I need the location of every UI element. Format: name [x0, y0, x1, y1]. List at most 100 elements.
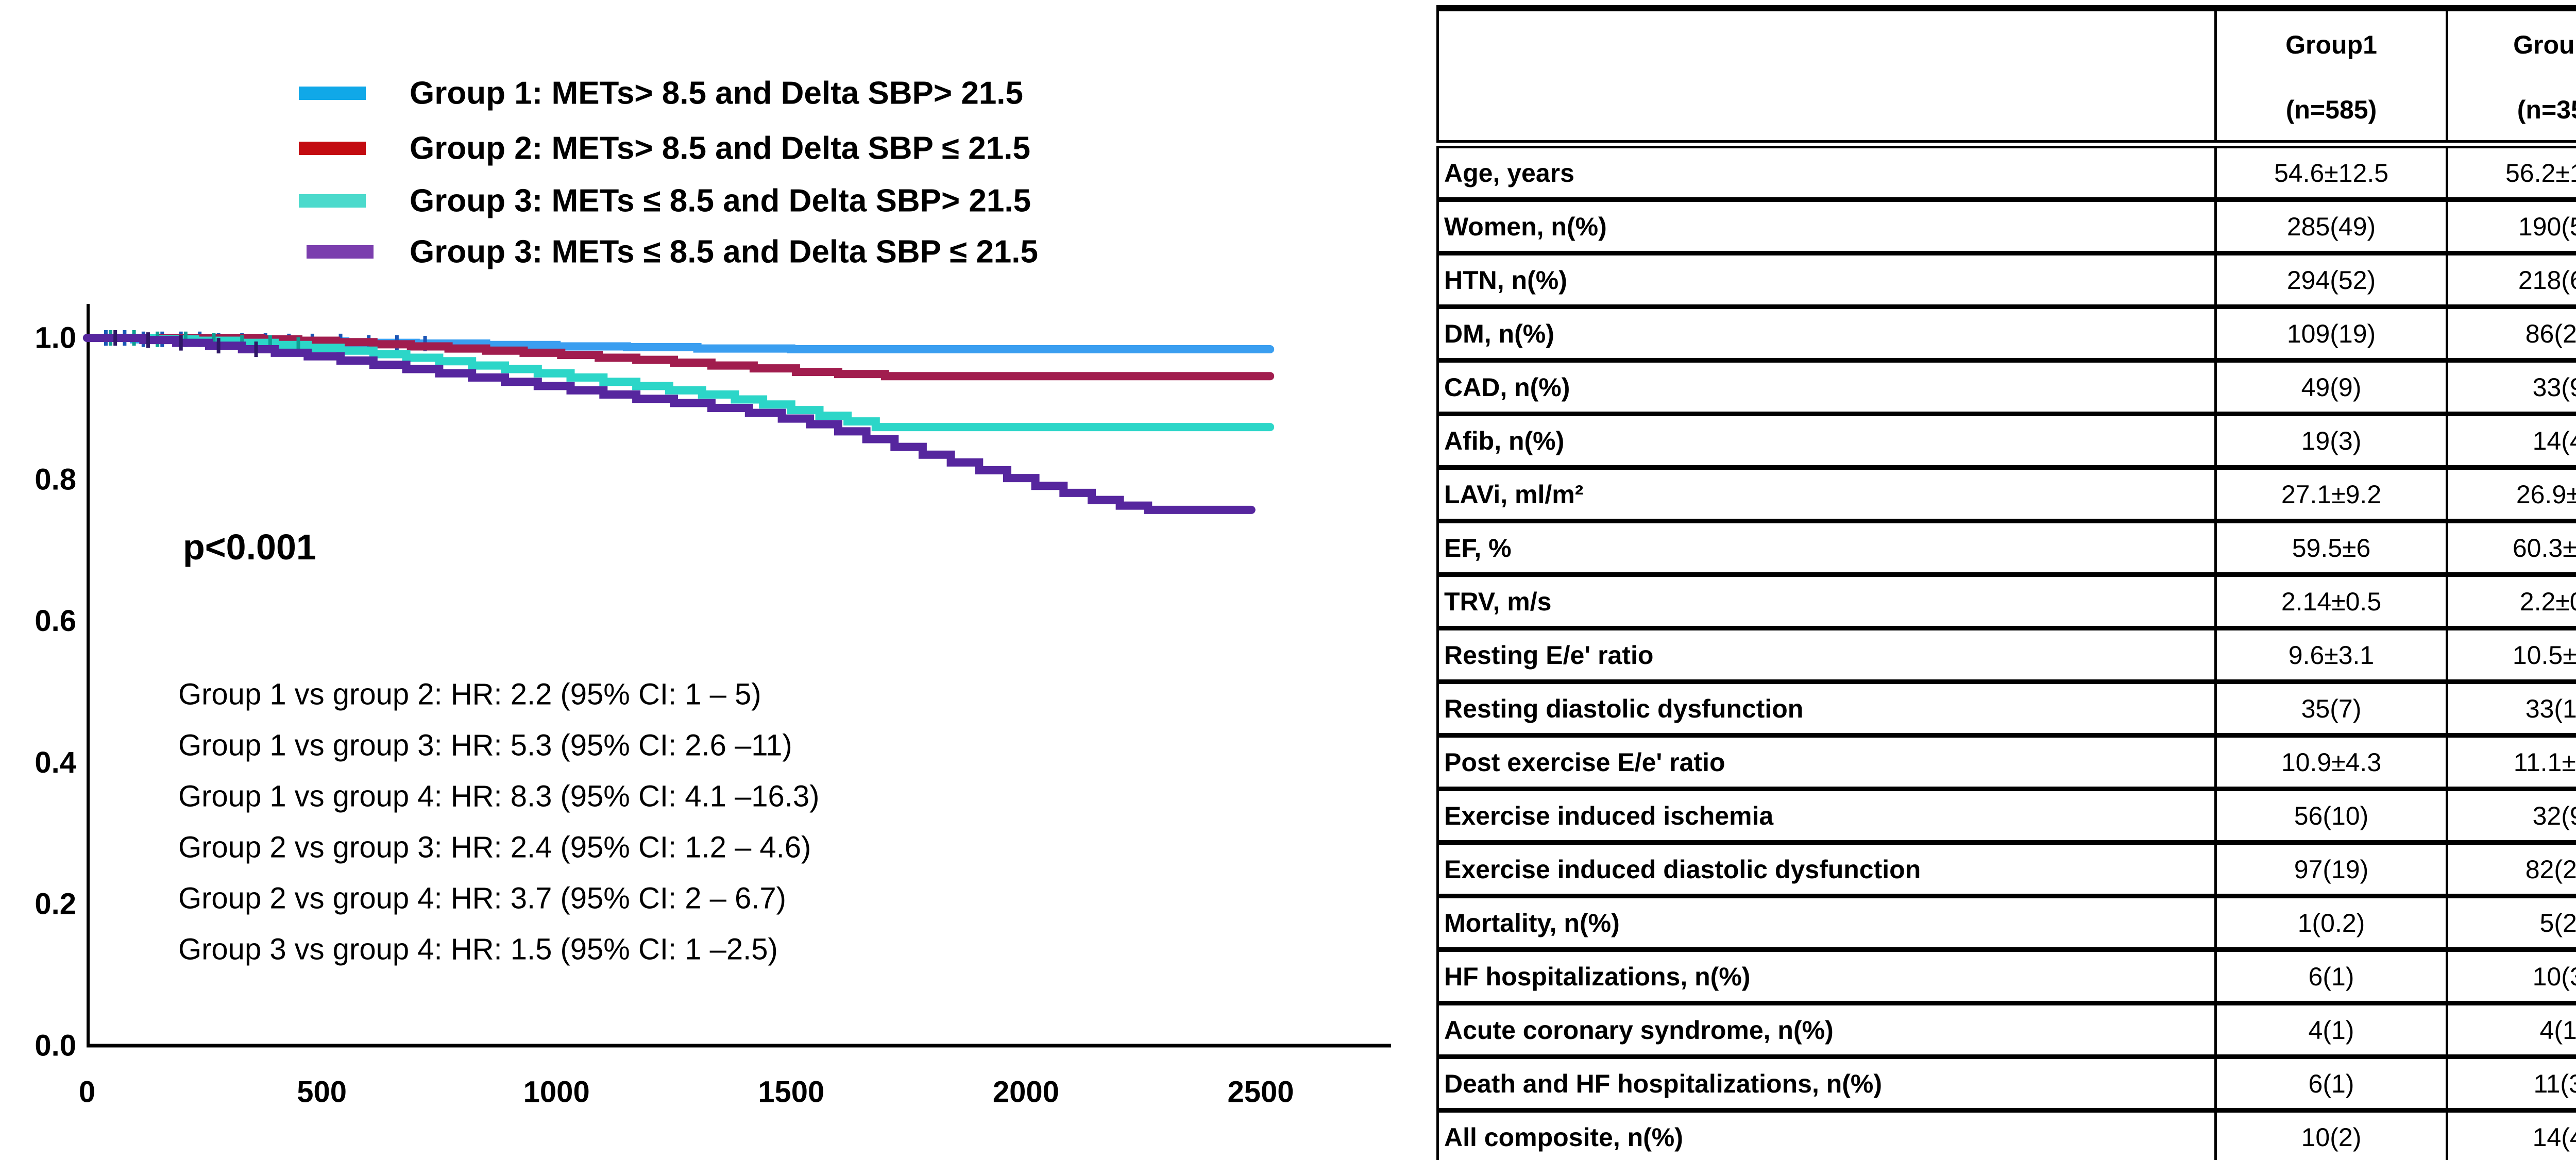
- legend-label-4: Group 3: METs ≤ 8.5 and Delta SBP ≤ 21.5: [410, 234, 1038, 270]
- table-row: Resting E/e' ratio9.6±3.110.5±3.811.6±51…: [1436, 626, 2576, 682]
- km-chart-panel: 1.0 0.8 0.6 0.4 0.2 0.0 0 500 1000 1500 2000 2500 Gr…: [35, 76, 1391, 1109]
- cell-group1: 35(7): [2214, 679, 2448, 736]
- cell-group1: 10(2): [2214, 1108, 2448, 1160]
- cell-group2: 218(61): [2446, 251, 2576, 307]
- x-tick-label: 1000: [523, 1076, 590, 1109]
- row-label-cell: Age, years: [1436, 142, 2217, 200]
- cell-group2: 86(24): [2446, 304, 2576, 361]
- row-label-cell: Resting diastolic dysfunction: [1436, 679, 2217, 736]
- cell-group1: 27.1±9.2: [2214, 465, 2448, 521]
- header-line2: (n=585): [2285, 95, 2377, 124]
- header-line1: Group 2: [2513, 30, 2576, 59]
- table-row: DM, n(%)109(19)86(24)88(32)109(32)<0.001: [1436, 304, 2576, 361]
- y-tick-label: 0.6: [35, 604, 76, 638]
- cell-group1: 6(1): [2214, 1054, 2448, 1111]
- km-curve-group2: [83, 334, 1275, 381]
- row-label-cell: Women, n(%): [1436, 197, 2217, 253]
- cell-group2: 14(4): [2446, 412, 2576, 468]
- row-label-cell: CAD, n(%): [1436, 358, 2217, 414]
- cell-group2: 60.3±5.7: [2446, 519, 2576, 575]
- row-label-cell: HTN, n(%): [1436, 251, 2217, 307]
- y-tick-label: 1.0: [35, 321, 76, 355]
- row-label-cell: Post exercise E/e' ratio: [1436, 733, 2217, 789]
- cell-group1: 1(0.2): [2214, 894, 2448, 950]
- x-tick-label: 2500: [1227, 1076, 1294, 1109]
- table-row: All composite, n(%)10(2)14(4)26(9)51(15)…: [1436, 1108, 2576, 1160]
- y-tick-label: 0.2: [35, 888, 76, 921]
- table-row: Exercise induced diastolic dysfunction 97…: [1436, 840, 2576, 896]
- cell-group1: 56(10): [2214, 787, 2448, 843]
- cell-group2: 14(4): [2446, 1108, 2576, 1160]
- cell-group2: 26.9±10: [2446, 465, 2576, 521]
- x-tick-label: 0: [79, 1076, 95, 1109]
- cell-group1: 59.5±6: [2214, 519, 2448, 575]
- y-tick-label: 0.8: [35, 463, 76, 496]
- row-label-cell: DM, n(%): [1436, 304, 2217, 361]
- cell-group2: 5(2): [2446, 894, 2576, 950]
- hr-comparison-line-4: Group 2 vs group 3: HR: 2.4 (95% CI: 1.2…: [178, 831, 811, 864]
- cell-group2: 11(3): [2446, 1054, 2576, 1111]
- legend-label-3: Group 3: METs ≤ 8.5 and Delta SBP> 21.5: [410, 183, 1031, 219]
- x-tick-label: 1500: [758, 1076, 824, 1109]
- cell-group2: 11.1±3.9: [2446, 733, 2576, 789]
- table-row: EF, %59.5±660.3±5.760.7±660.3±5.80.021: [1436, 519, 2576, 575]
- table-row: LAVi, ml/m²27.1±9.226.9±1028.8±10.528.8±…: [1436, 465, 2576, 521]
- table-row: HTN, n(%)294(52)218(61)189(69)263(76)<0.…: [1436, 251, 2576, 307]
- cell-group2: 10(3): [2446, 947, 2576, 1003]
- table-row: Death and HF hospitalizations, n(%) 6(1) 1…: [1436, 1054, 2576, 1111]
- header-cell-variable: [1436, 5, 2217, 148]
- x-tick-label: 500: [297, 1076, 347, 1109]
- cell-group1: 10.9±4.3: [2214, 733, 2448, 789]
- p-value-annotation: p<0.001: [183, 527, 316, 567]
- legend-label-1: Group 1: METs> 8.5 and Delta SBP> 21.5: [410, 76, 1023, 111]
- row-label-cell: Exercise induced diastolic dysfunction: [1436, 840, 2217, 896]
- row-label-cell: Acute coronary syndrome, n(%): [1436, 1001, 2217, 1057]
- cell-group2: 10.5±3.8: [2446, 626, 2576, 682]
- cell-group1: 6(1): [2214, 947, 2448, 1003]
- table-row: Mortality, n(%)1(0.2)5(2)9(4)17(6)<0.001: [1436, 894, 2576, 950]
- row-label-cell: HF hospitalizations, n(%): [1436, 947, 2217, 1003]
- baseline-table-panel: Group1(n=585)Group 2(n=357)Group 3(n=253…: [1436, 5, 2576, 1160]
- header-line1: Group1: [2285, 30, 2377, 59]
- header-cell-group2: Group 2 (n=357): [2446, 5, 2576, 148]
- legend-swatch-2: [299, 142, 366, 155]
- row-label-cell: Death and HF hospitalizations, n(%): [1436, 1054, 2217, 1111]
- header-cell-group1: Group1 (n=585): [2214, 5, 2448, 148]
- hr-comparison-line-3: Group 1 vs group 4: HR: 8.3 (95% CI: 4.1…: [178, 780, 819, 813]
- cell-group1: 109(19): [2214, 304, 2448, 361]
- cell-group1: 294(52): [2214, 251, 2448, 307]
- cell-group2: 4(1): [2446, 1001, 2576, 1057]
- cell-group1: 4(1): [2214, 1001, 2448, 1057]
- row-label-cell: Exercise induced ischemia: [1436, 787, 2217, 843]
- cell-group1: 2.14±0.5: [2214, 572, 2448, 628]
- table-body: Age, years54.6±12.556.2±13.163.7±11.265.…: [1436, 142, 2576, 1160]
- table-row: HF hospitalizations, n(%)6(1)10(3)21(8)3…: [1436, 947, 2576, 1003]
- legend-swatch-4: [307, 245, 374, 259]
- table-row: Acute coronary syndrome, n(%)4(1)4(1)6(2…: [1436, 1001, 2576, 1057]
- table-header: Group1(n=585)Group 2(n=357)Group 3(n=253…: [1436, 5, 2576, 148]
- hr-comparison-line-5: Group 2 vs group 4: HR: 3.7 (95% CI: 2 –…: [178, 882, 786, 915]
- table-row: Exercise induced ischemia56(10)32(9)46(1…: [1436, 787, 2576, 843]
- cell-group2: 33(10): [2446, 679, 2576, 736]
- cell-group1: 19(3): [2214, 412, 2448, 468]
- hr-comparison-line-2: Group 1 vs group 3: HR: 5.3 (95% CI: 2.6…: [178, 729, 792, 762]
- y-tick-label: 0.0: [35, 1029, 76, 1063]
- km-curve-group3: [83, 334, 1275, 432]
- header-line2: (n=357): [2517, 95, 2576, 124]
- cell-group1: 9.6±3.1: [2214, 626, 2448, 682]
- cell-group1: 49(9): [2214, 358, 2448, 414]
- cell-group2: 32(9): [2446, 787, 2576, 843]
- row-label-cell: EF, %: [1436, 519, 2217, 575]
- cell-group2: 2.2±0.5: [2446, 572, 2576, 628]
- row-label-cell: Afib, n(%): [1436, 412, 2217, 468]
- hr-comparison-line-1: Group 1 vs group 2: HR: 2.2 (95% CI: 1 –…: [178, 678, 761, 711]
- table-row: CAD, n(%)49(9)33(9)22(8)36(10)0.737: [1436, 358, 2576, 414]
- cell-group2: 190(52): [2446, 197, 2576, 253]
- cell-group2: 82(26): [2446, 840, 2576, 896]
- table-row: Women, n(%)285(49)190(52)182(66)232(66)<…: [1436, 197, 2576, 253]
- km-curve-group4: [83, 334, 1256, 514]
- table-row: Resting diastolic dysfunction35(7)33(10)…: [1436, 679, 2576, 736]
- hr-comparison-line-6: Group 3 vs group 4: HR: 1.5 (95% CI: 1 –…: [178, 933, 778, 966]
- cell-group2: 33(9): [2446, 358, 2576, 414]
